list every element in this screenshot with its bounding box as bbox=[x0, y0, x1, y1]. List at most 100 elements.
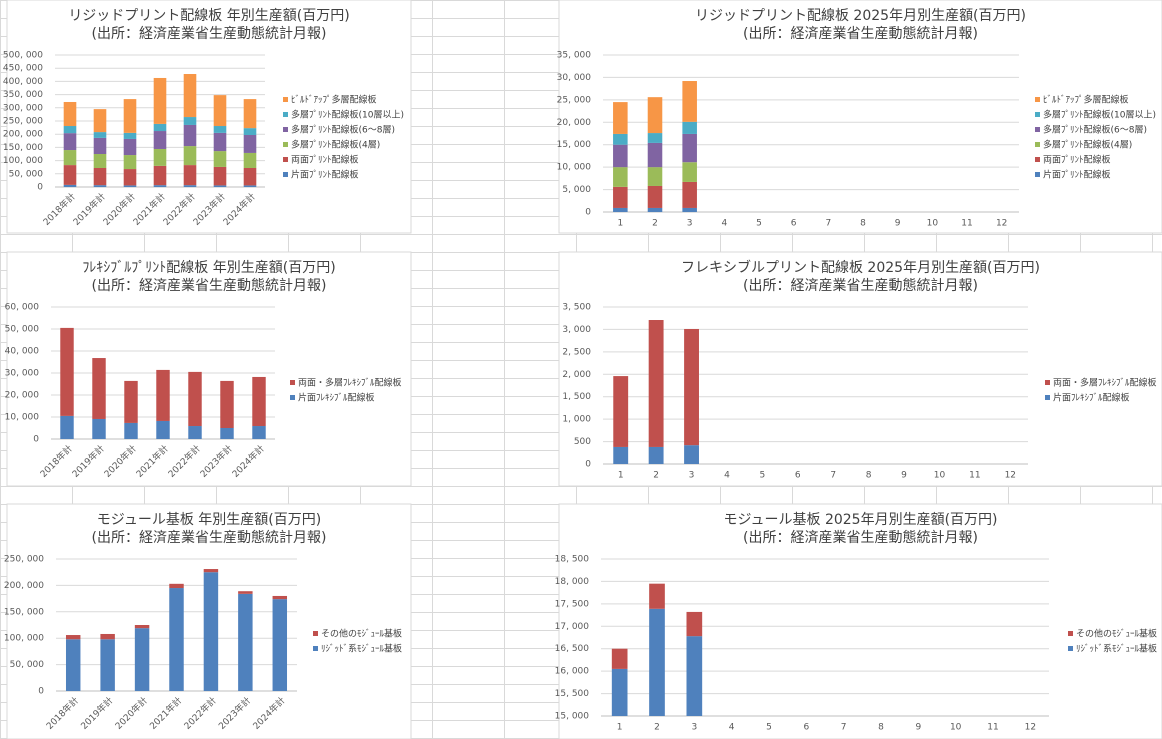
bar-segment bbox=[647, 97, 663, 134]
y-tick-label: 250, 000 bbox=[4, 555, 44, 565]
legend-label: 片面ﾌﾚｷｼﾌﾞﾙ配線板 bbox=[1053, 392, 1130, 404]
y-tick-label: 30, 000 bbox=[5, 369, 40, 379]
x-tick-label: 8 bbox=[878, 723, 884, 733]
y-tick-label: 0 bbox=[33, 435, 39, 445]
x-tick-label: 12 bbox=[1005, 471, 1016, 481]
legend-swatch bbox=[1045, 395, 1050, 400]
bar-segment bbox=[93, 185, 107, 187]
bar-segment bbox=[613, 133, 628, 145]
bar-segment bbox=[123, 132, 137, 139]
bar-segment bbox=[220, 428, 234, 439]
legend-swatch bbox=[283, 127, 288, 132]
bar-segment bbox=[647, 167, 663, 186]
y-tick-label: 0 bbox=[37, 183, 43, 193]
x-tick-label: 5 bbox=[766, 723, 772, 733]
bar-segment bbox=[682, 121, 697, 134]
bar-segment bbox=[243, 128, 257, 135]
legend-swatch bbox=[1035, 97, 1040, 102]
x-tick-label: 7 bbox=[841, 723, 847, 733]
y-tick-label: 200, 000 bbox=[3, 130, 43, 140]
legend-swatch bbox=[1068, 631, 1073, 636]
y-tick-label: 15, 000 bbox=[557, 140, 592, 150]
bar-segment bbox=[213, 185, 227, 187]
legend-swatch bbox=[290, 395, 295, 400]
chart-title: リジッドプリント配線板 2025年月別生産額(百万円) bbox=[695, 8, 1026, 24]
y-tick-label: 35, 000 bbox=[557, 51, 592, 61]
legend-swatch bbox=[1035, 142, 1040, 147]
bar-segment bbox=[613, 186, 628, 208]
y-tick-label: 2, 500 bbox=[562, 347, 591, 357]
x-tick-label: 8 bbox=[860, 219, 866, 229]
x-tick-label: 2 bbox=[652, 219, 658, 229]
legend-swatch bbox=[283, 112, 288, 117]
y-tick-label: 3, 500 bbox=[562, 303, 591, 313]
y-tick-label: 17, 000 bbox=[555, 622, 590, 632]
chart: フレキシブルプリント配線板 2025年月別生産額(百万円) (出所：経済産業省生産… bbox=[558, 251, 1162, 487]
bar-segment bbox=[153, 77, 167, 124]
bar-segment bbox=[647, 207, 663, 212]
bar-segment bbox=[156, 420, 170, 439]
bar-segment bbox=[92, 418, 106, 439]
y-tick-label: 10, 000 bbox=[5, 413, 40, 423]
bar-segment bbox=[682, 162, 697, 182]
y-tick-label: 60, 000 bbox=[5, 303, 40, 313]
y-tick-label: 400, 000 bbox=[3, 77, 43, 87]
bar-segment bbox=[684, 328, 699, 446]
y-tick-label: 300, 000 bbox=[3, 103, 43, 113]
chart-title: フレキシブルプリント配線板 2025年月別生産額(百万円) bbox=[681, 259, 1040, 276]
bar-segment bbox=[220, 380, 234, 428]
bar-segment bbox=[93, 132, 107, 138]
chart-subtitle: (出所：経済産業省生産動態統計月報) bbox=[743, 530, 978, 546]
bar-segment bbox=[243, 134, 257, 153]
bar-segment bbox=[183, 74, 197, 118]
legend-label: 両面ﾌﾟﾘﾝﾄ配線板 bbox=[1043, 154, 1111, 166]
chart-subtitle: (出所：経済産業省生産動態統計月報) bbox=[743, 26, 978, 42]
bar-segment bbox=[238, 591, 253, 594]
bar-segment bbox=[213, 151, 227, 167]
bar-segment bbox=[243, 99, 257, 129]
chart-subtitle: (出所：経済産業省生産動態統計月報) bbox=[743, 278, 978, 294]
bar-segment bbox=[65, 635, 81, 640]
y-tick-label: 150, 000 bbox=[4, 607, 44, 617]
bar-segment bbox=[93, 137, 107, 154]
y-tick-label: 40, 000 bbox=[5, 347, 40, 357]
x-tick-label: 4 bbox=[724, 471, 730, 481]
bar-segment bbox=[613, 167, 628, 187]
bar-segment bbox=[648, 320, 664, 447]
x-tick-label: 10 bbox=[934, 471, 946, 481]
y-tick-label: 350, 000 bbox=[3, 90, 43, 100]
bar-segment bbox=[63, 133, 77, 151]
y-tick-label: 18, 000 bbox=[555, 577, 590, 587]
y-tick-label: 16, 000 bbox=[555, 667, 590, 677]
x-tick-label: 6 bbox=[795, 471, 801, 481]
y-tick-label: 1, 000 bbox=[562, 415, 591, 425]
bar-segment bbox=[647, 142, 663, 168]
y-tick-label: 0 bbox=[38, 687, 44, 697]
bar-segment bbox=[183, 124, 197, 147]
bar-segment bbox=[649, 583, 665, 609]
legend-label: ﾋﾞﾙﾄﾞｱｯﾌﾟ多層配線板 bbox=[291, 94, 377, 106]
bar-segment bbox=[123, 169, 137, 186]
legend-swatch bbox=[1035, 127, 1040, 132]
bar-segment bbox=[134, 628, 150, 691]
bar-segment bbox=[684, 445, 699, 464]
bar-segment bbox=[243, 185, 257, 187]
y-tick-label: 30, 000 bbox=[557, 73, 592, 83]
y-tick-label: 50, 000 bbox=[9, 169, 44, 179]
bar-segment bbox=[613, 144, 628, 168]
legend-label: 多層ﾌﾟﾘﾝﾄ配線板(4層) bbox=[291, 139, 380, 151]
chart: リジッドプリント配線板 2025年月別生産額(百万円) (出所：経済産業省生産動態… bbox=[557, 0, 1162, 234]
x-tick-label: 11 bbox=[961, 219, 972, 229]
x-tick-label: 9 bbox=[901, 471, 907, 481]
bar-segment bbox=[60, 415, 74, 439]
x-tick-label: 1 bbox=[617, 219, 623, 229]
x-tick-label: 9 bbox=[895, 219, 901, 229]
legend-swatch bbox=[1035, 172, 1040, 177]
x-tick-label: 1 bbox=[618, 471, 624, 481]
legend-label: 片面ﾌﾟﾘﾝﾄ配線板 bbox=[1043, 169, 1111, 181]
bar-segment bbox=[169, 583, 184, 589]
x-tick-label: 3 bbox=[689, 471, 695, 481]
x-tick-label: 7 bbox=[830, 471, 836, 481]
